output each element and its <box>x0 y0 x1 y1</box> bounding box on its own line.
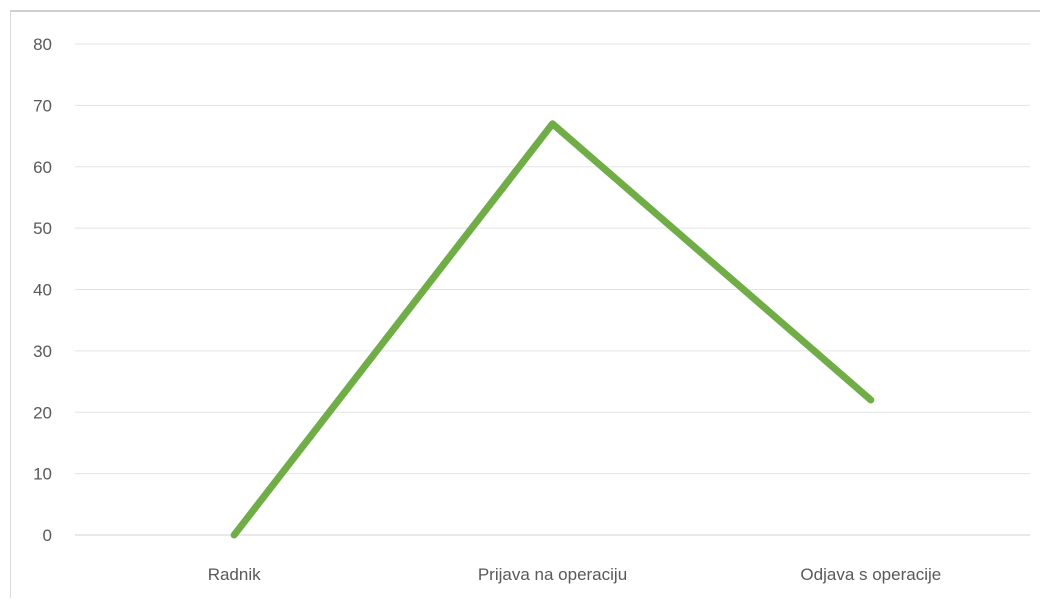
x-tick-label: Odjava s operacije <box>800 565 941 584</box>
y-tick-label: 10 <box>33 465 52 484</box>
gridlines <box>75 43 1030 536</box>
y-tick-label: 60 <box>33 158 52 177</box>
x-axis-ticks: Radnik Prijava na operaciju Odjava s opera… <box>208 565 942 584</box>
x-tick-label: Radnik <box>208 565 261 584</box>
x-tick-label: Prijava na operaciju <box>478 565 627 584</box>
y-tick-label: 50 <box>33 219 52 238</box>
series-point <box>231 532 238 538</box>
y-tick-label: 20 <box>33 403 52 422</box>
y-tick-label: 80 <box>33 35 52 54</box>
y-tick-label: 70 <box>33 96 52 115</box>
series-point <box>549 120 556 127</box>
y-tick-label: 30 <box>33 342 52 361</box>
series-point <box>867 396 874 403</box>
y-tick-label: 0 <box>43 526 52 545</box>
series-layer <box>230 120 875 539</box>
chart-frame-top-border <box>10 10 1040 12</box>
y-tick-label: 40 <box>33 281 52 300</box>
chart-frame-left-border <box>10 10 11 598</box>
y-axis-ticks: 0 10 20 30 40 50 60 70 80 <box>33 35 52 545</box>
